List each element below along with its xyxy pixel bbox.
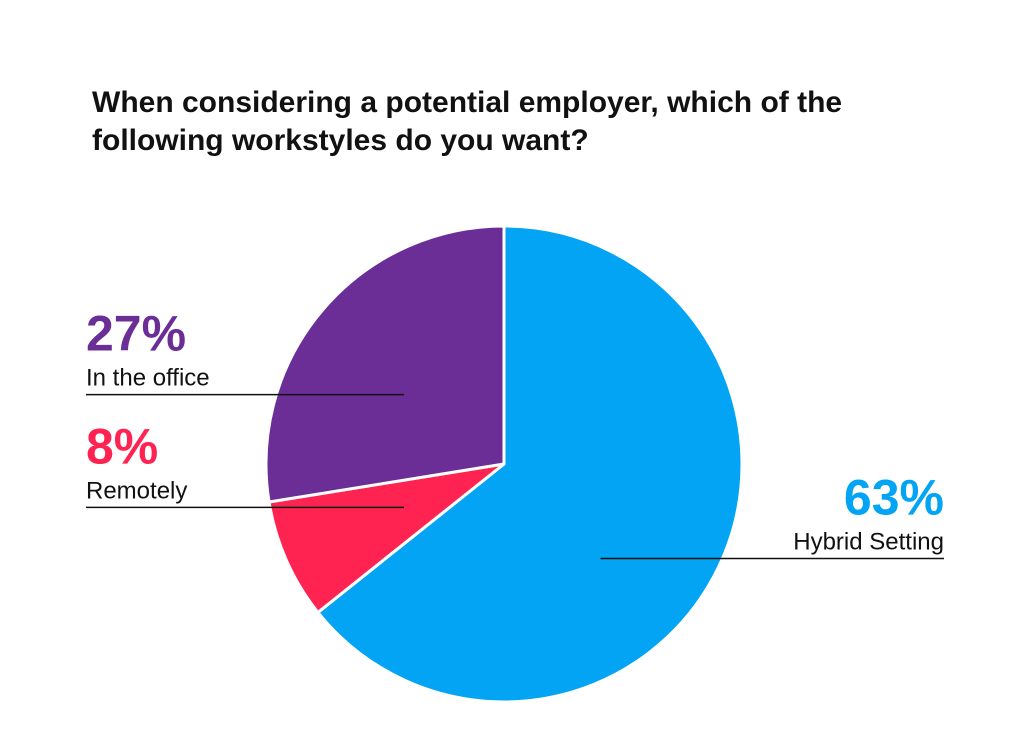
pie-slice-hybrid-setting (316, 224, 744, 704)
pie-slices (264, 224, 744, 704)
category-label-in-the-office: In the office (86, 365, 210, 392)
category-label-remotely: Remotely (86, 477, 187, 504)
chart-title: When considering a potential employer, w… (92, 86, 843, 157)
percent-label-remotely: 8% (86, 418, 158, 474)
slice-labels: Hybrid Setting 63% Remotely 8% In the office… (86, 306, 944, 556)
percent-label-hybrid-setting: 63% (844, 469, 944, 525)
category-label-hybrid-setting: Hybrid Setting (793, 528, 944, 555)
percent-label-in-the-office: 27% (86, 306, 186, 362)
pie-slice-in-the-office (264, 224, 506, 504)
pie-slice-remotely (267, 462, 506, 614)
leader-lines (86, 393, 944, 560)
